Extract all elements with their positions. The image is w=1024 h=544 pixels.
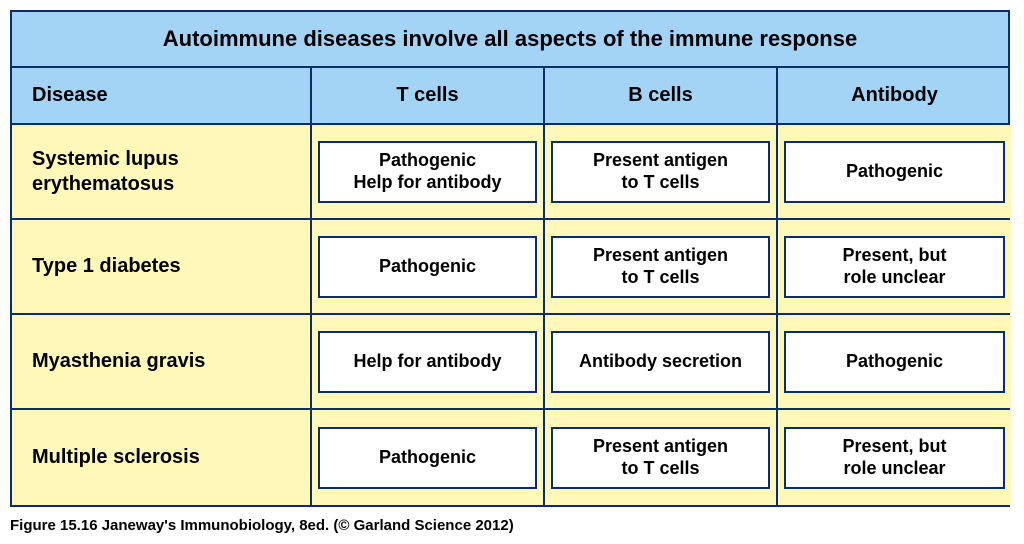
col-header-antibody: Antibody: [778, 68, 1011, 123]
table-title: Autoimmune diseases involve all aspects …: [12, 12, 1008, 68]
bcells-value: Present antigen to T cells: [551, 427, 770, 489]
antibody-value: Present, but role unclear: [784, 236, 1005, 298]
bcells-value: Antibody secretion: [551, 331, 770, 393]
col-header-disease: Disease: [12, 68, 312, 123]
bcells-cell: Present antigen to T cells: [545, 125, 778, 218]
antibody-value: Pathogenic: [784, 331, 1005, 393]
disease-name: Type 1 diabetes: [12, 220, 312, 313]
bcells-cell: Present antigen to T cells: [545, 220, 778, 313]
tcells-value: Help for antibody: [318, 331, 537, 393]
bcells-cell: Antibody secretion: [545, 315, 778, 408]
table-row: Myasthenia gravis Help for antibody Anti…: [12, 315, 1008, 410]
bcells-value: Present antigen to T cells: [551, 141, 770, 203]
antibody-value: Present, but role unclear: [784, 427, 1005, 489]
tcells-value: Pathogenic: [318, 236, 537, 298]
autoimmune-table: Autoimmune diseases involve all aspects …: [10, 10, 1010, 507]
antibody-cell: Pathogenic: [778, 125, 1011, 218]
antibody-cell: Present, but role unclear: [778, 220, 1011, 313]
tcells-cell: Help for antibody: [312, 315, 545, 408]
antibody-value: Pathogenic: [784, 141, 1005, 203]
tcells-value: Pathogenic Help for antibody: [318, 141, 537, 203]
table-row: Type 1 diabetes Pathogenic Present antig…: [12, 220, 1008, 315]
col-header-tcells: T cells: [312, 68, 545, 123]
tcells-cell: Pathogenic: [312, 220, 545, 313]
tcells-cell: Pathogenic: [312, 410, 545, 505]
disease-name: Myasthenia gravis: [12, 315, 312, 408]
table-header-row: Disease T cells B cells Antibody: [12, 68, 1008, 125]
table-row: Multiple sclerosis Pathogenic Present an…: [12, 410, 1008, 505]
figure-caption: Figure 15.16 Janeway's Immunobiology, 8e…: [10, 517, 1014, 534]
antibody-cell: Pathogenic: [778, 315, 1011, 408]
tcells-cell: Pathogenic Help for antibody: [312, 125, 545, 218]
disease-name: Multiple sclerosis: [12, 410, 312, 505]
disease-name: Systemic lupus erythematosus: [12, 125, 312, 218]
tcells-value: Pathogenic: [318, 427, 537, 489]
col-header-bcells: B cells: [545, 68, 778, 123]
antibody-cell: Present, but role unclear: [778, 410, 1011, 505]
bcells-cell: Present antigen to T cells: [545, 410, 778, 505]
table-row: Systemic lupus erythematosus Pathogenic …: [12, 125, 1008, 220]
bcells-value: Present antigen to T cells: [551, 236, 770, 298]
